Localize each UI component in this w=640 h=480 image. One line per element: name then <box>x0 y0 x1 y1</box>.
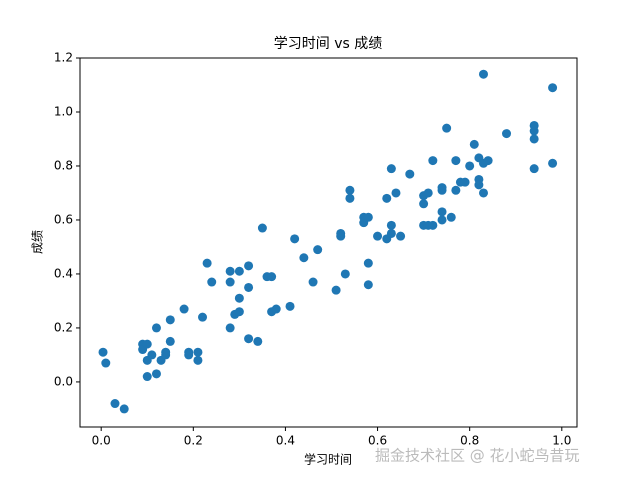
point <box>202 258 212 268</box>
point <box>244 334 254 344</box>
point <box>465 161 475 171</box>
point <box>474 180 484 190</box>
point <box>271 304 281 314</box>
point <box>437 215 447 225</box>
y-tick-label: 0.8 <box>54 158 73 172</box>
y-axis-label: 成绩 <box>31 230 45 254</box>
point <box>336 231 346 241</box>
point <box>101 358 111 368</box>
point <box>478 69 488 79</box>
point <box>285 301 295 311</box>
point <box>179 304 189 314</box>
point <box>110 399 120 409</box>
point <box>161 347 171 357</box>
point <box>193 355 203 365</box>
point <box>151 369 161 379</box>
x-tick-label: 0.2 <box>184 434 203 448</box>
point <box>363 258 373 268</box>
point <box>396 231 406 241</box>
point <box>234 293 244 303</box>
point <box>405 169 415 179</box>
point <box>147 350 157 360</box>
plot-frame <box>79 57 578 428</box>
point <box>529 120 539 130</box>
point <box>373 231 383 241</box>
point <box>469 139 479 149</box>
point <box>529 134 539 144</box>
y-tick-label: 1.2 <box>54 51 73 65</box>
point <box>428 220 438 230</box>
point <box>460 177 470 187</box>
point <box>331 285 341 295</box>
x-tick-label: 0.4 <box>276 434 295 448</box>
point <box>244 261 254 271</box>
x-tick-label: 1.0 <box>552 434 571 448</box>
point <box>98 347 108 357</box>
point <box>428 156 438 166</box>
point <box>142 339 152 349</box>
point <box>345 185 355 195</box>
point <box>345 193 355 203</box>
x-tick-label: 0.6 <box>368 434 387 448</box>
point <box>386 164 396 174</box>
point <box>451 156 461 166</box>
point <box>386 220 396 230</box>
point <box>382 193 392 203</box>
watermark: 掘金技术社区 @ 花小蛇鸟昔玩 <box>375 447 580 465</box>
point <box>529 164 539 174</box>
point <box>423 188 433 198</box>
point <box>437 207 447 217</box>
point <box>244 282 254 292</box>
point <box>225 266 235 276</box>
point <box>234 307 244 317</box>
point <box>340 269 350 279</box>
y-tick-label: 0.2 <box>54 320 73 334</box>
point <box>363 212 373 222</box>
point <box>483 156 493 166</box>
y-tick-label: 0.0 <box>54 374 73 388</box>
point <box>165 336 175 346</box>
point <box>253 336 263 346</box>
y-tick-label: 0.4 <box>54 266 73 280</box>
point <box>442 123 452 133</box>
point <box>446 212 456 222</box>
point <box>207 277 217 287</box>
point <box>419 199 429 209</box>
point <box>478 188 488 198</box>
point <box>142 372 152 382</box>
point <box>198 312 208 322</box>
point <box>451 185 461 195</box>
y-tick-label: 0.6 <box>54 212 73 226</box>
point <box>363 280 373 290</box>
point <box>165 315 175 325</box>
point <box>119 404 129 414</box>
chart-title: 学习时间 vs 成绩 <box>274 36 382 52</box>
point <box>548 83 558 93</box>
point <box>313 245 323 255</box>
point <box>267 272 277 282</box>
point <box>257 223 267 233</box>
point <box>225 323 235 333</box>
point <box>151 323 161 333</box>
y-tick-label: 1.0 <box>54 104 73 118</box>
point <box>225 277 235 287</box>
point <box>290 234 300 244</box>
x-tick-label: 0.8 <box>460 434 479 448</box>
point <box>548 158 558 168</box>
point <box>502 129 512 139</box>
point <box>386 228 396 238</box>
point <box>299 253 309 263</box>
x-axis-label: 学习时间 <box>304 452 352 467</box>
point <box>308 277 318 287</box>
point <box>391 188 401 198</box>
point <box>437 183 447 193</box>
point <box>193 347 203 357</box>
x-tick-label: 0.0 <box>92 434 111 448</box>
point <box>184 350 194 360</box>
point <box>234 266 244 276</box>
